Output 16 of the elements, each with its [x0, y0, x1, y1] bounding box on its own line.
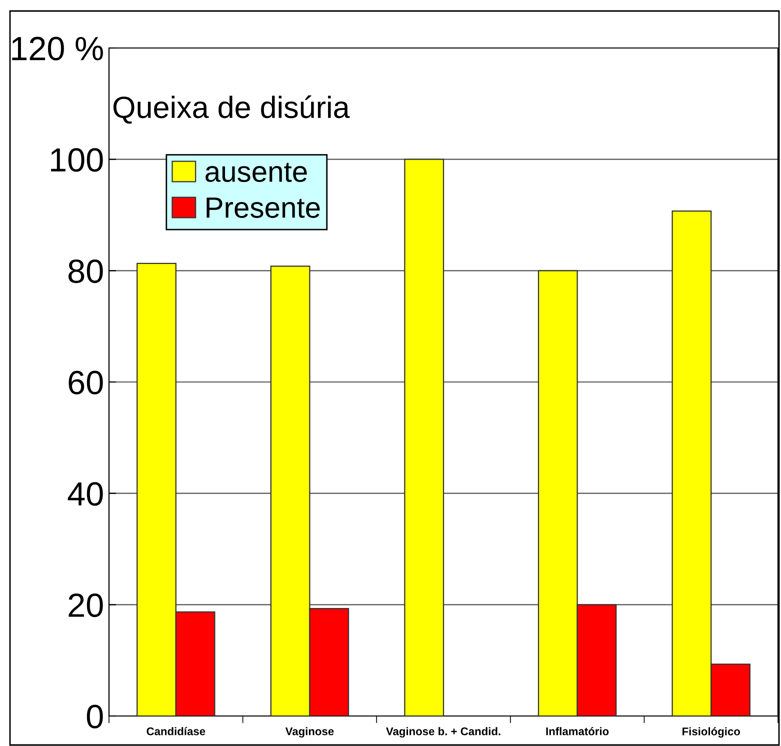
annotation: Queixa de disúria — [113, 95, 350, 124]
legend-label: Presente — [206, 198, 320, 218]
x-tick-label: Fisiológico — [682, 727, 740, 738]
x-tick-label: Candidíase — [146, 727, 206, 736]
y-tick-label: 120 % — [12, 36, 103, 60]
x-tick-label: Inflamatório — [546, 727, 609, 736]
legend-label: ausente — [206, 162, 307, 182]
y-tick-label: 20 — [68, 593, 103, 618]
y-tick-label: 0 — [86, 704, 103, 728]
x-tick-label: Vaginose — [285, 727, 334, 738]
y-tick-label: 60 — [68, 370, 103, 394]
y-tick-label: 40 — [68, 482, 103, 506]
x-tick-label: Vaginose b. + Candid. — [386, 727, 500, 738]
y-tick-label: 100 — [51, 148, 103, 172]
bar — [404, 158, 444, 716]
y-tick-label: 80 — [68, 259, 103, 284]
